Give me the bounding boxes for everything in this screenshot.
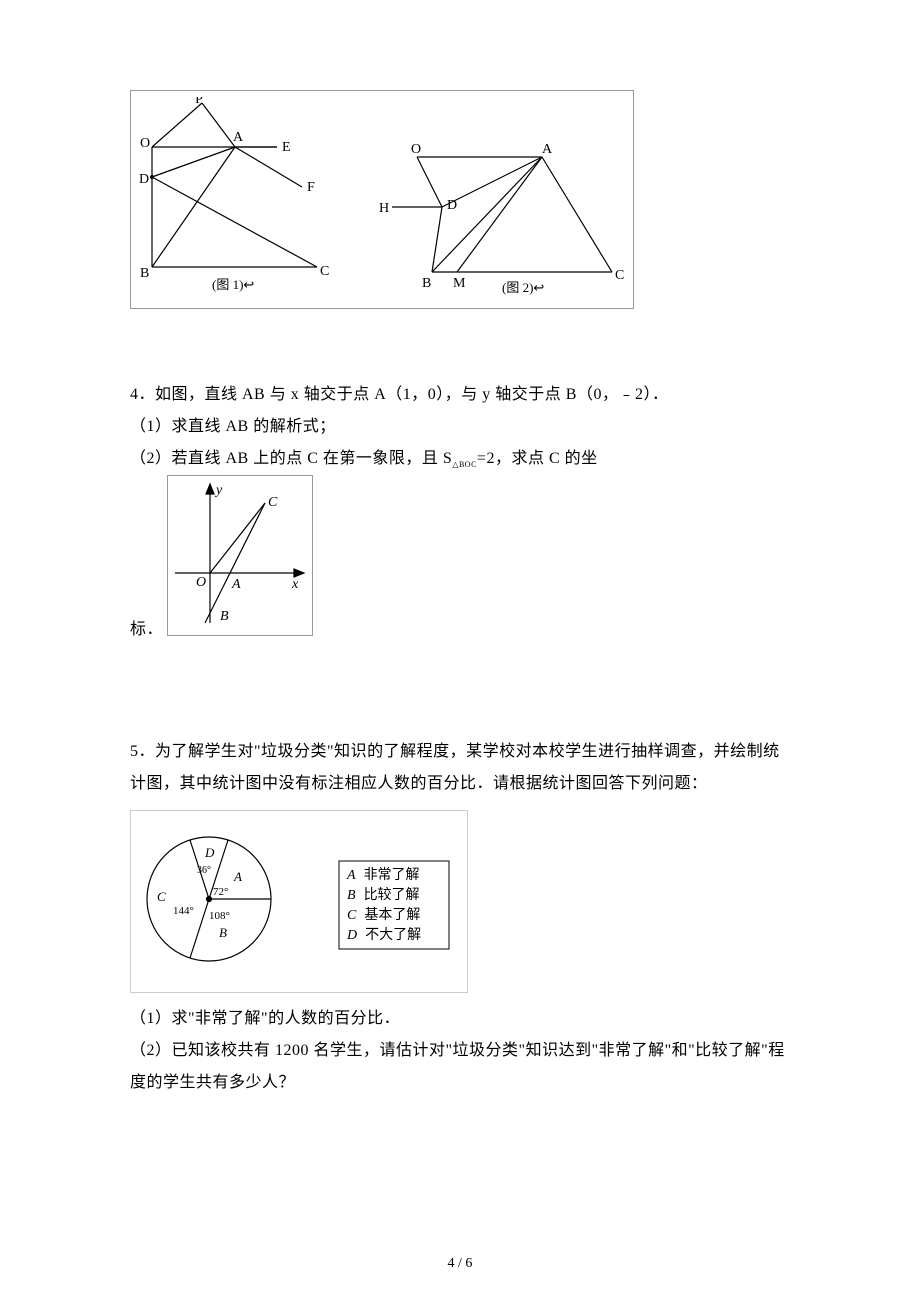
q4-title: 4．如图，直线 AB 与 x 轴交于点 A（1，0），与 y 轴交于点 B（0，…: [130, 379, 790, 411]
fig2-label-M: M: [453, 276, 466, 291]
legend-label-3: 不大了解: [365, 927, 421, 943]
q5-title: 5．为了解学生对"垃圾分类"知识的了解程度，某学校对本校学生进行抽样调查，并绘制…: [130, 736, 790, 800]
fig2-label-H: H: [379, 201, 389, 216]
question-4: 4．如图，直线 AB 与 x 轴交于点 A（1，0），与 y 轴交于点 B（0，…: [130, 379, 790, 646]
pie-angle-D: 36°: [197, 865, 211, 876]
q4-label-y: y: [214, 483, 223, 498]
legend-key-3: D: [346, 928, 357, 943]
legend-key-1: B: [347, 888, 356, 903]
q4-label-C: C: [268, 495, 278, 510]
fig1-label-E: E: [282, 140, 291, 155]
pie-label-A: A: [233, 869, 242, 884]
pie-angle-C: 144°: [173, 905, 194, 917]
fig1-label-A: A: [233, 130, 244, 145]
q4-part2-before: （2）若直线 AB 上的点 C 在第一象限，且 S: [130, 450, 452, 467]
q4-part2-sub: △BOC: [452, 460, 477, 469]
q4-label-B: B: [220, 609, 229, 624]
q4-part2-end: 标．: [130, 614, 163, 646]
page-footer: 4 / 6: [0, 1256, 920, 1272]
pie-angle-A: 72°: [213, 886, 228, 898]
svg-text:A非常了解: A 非常了解: [346, 867, 420, 883]
pie-label-B: B: [219, 925, 227, 940]
q4-label-x: x: [291, 577, 299, 592]
fig1-label-B: B: [140, 266, 149, 281]
svg-text:B比较了解: B 比较了解: [347, 887, 420, 903]
pie-angle-B: 108°: [209, 910, 230, 922]
figure-box-top: P O A E D F B C (图 1)↩: [130, 90, 634, 309]
legend-label-1: 比较了解: [364, 887, 420, 903]
q4-part1: （1）求直线 AB 的解析式；: [130, 411, 790, 443]
question-5: 5．为了解学生对"垃圾分类"知识的了解程度，某学校对本校学生进行抽样调查，并绘制…: [130, 736, 790, 1099]
fig1-caption: (图 1)↩: [212, 277, 254, 292]
legend-label-0: 非常了解: [364, 867, 420, 883]
q5-part2: （2）已知该校共有 1200 名学生，请估计对"垃圾分类"知识达到"非常了解"和…: [130, 1035, 790, 1099]
page: P O A E D F B C (图 1)↩: [0, 0, 920, 1302]
fig1-label-C: C: [320, 264, 329, 279]
fig1-label-D: D: [139, 172, 149, 187]
figures-1-2-svg: P O A E D F B C (图 1)↩: [137, 97, 627, 297]
fig2-label-O: O: [411, 142, 421, 157]
fig2-label-A: A: [542, 142, 553, 157]
q5-figure-svg: D A B C 36° 72° 108° 144° A非常了解 B比较了解 C基…: [139, 819, 459, 979]
fig2-label-C: C: [615, 268, 624, 283]
q4-figure-svg: y x O A B C: [170, 478, 310, 628]
fig2-label-D: D: [447, 198, 457, 213]
q4-part2: （2）若直线 AB 上的点 C 在第一象限，且 S△BOC=2，求点 C 的坐: [130, 443, 790, 475]
q4-label-A: A: [231, 577, 241, 592]
legend-key-2: C: [347, 908, 357, 923]
q4-part2-after: =2，求点 C 的坐: [477, 450, 598, 467]
fig2-label-B: B: [422, 276, 431, 291]
pie-label-C: C: [157, 889, 166, 904]
pie-label-D: D: [204, 845, 215, 860]
fig1-label-P: P: [195, 97, 203, 107]
fig1-label-F: F: [307, 180, 315, 195]
svg-text:C基本了解: C 基本了解: [347, 906, 420, 923]
q5-figure-box: D A B C 36° 72° 108° 144° A非常了解 B比较了解 C基…: [130, 810, 468, 993]
fig2-caption: (图 2)↩: [502, 280, 544, 295]
q4-label-O: O: [196, 575, 206, 590]
q5-part1: （1）求"非常了解"的人数的百分比．: [130, 1003, 790, 1035]
legend-label-2: 基本了解: [364, 906, 420, 923]
svg-text:D不大了解: D 不大了解: [346, 927, 421, 943]
fig1-label-O: O: [140, 136, 150, 151]
legend-key-0: A: [346, 868, 356, 883]
